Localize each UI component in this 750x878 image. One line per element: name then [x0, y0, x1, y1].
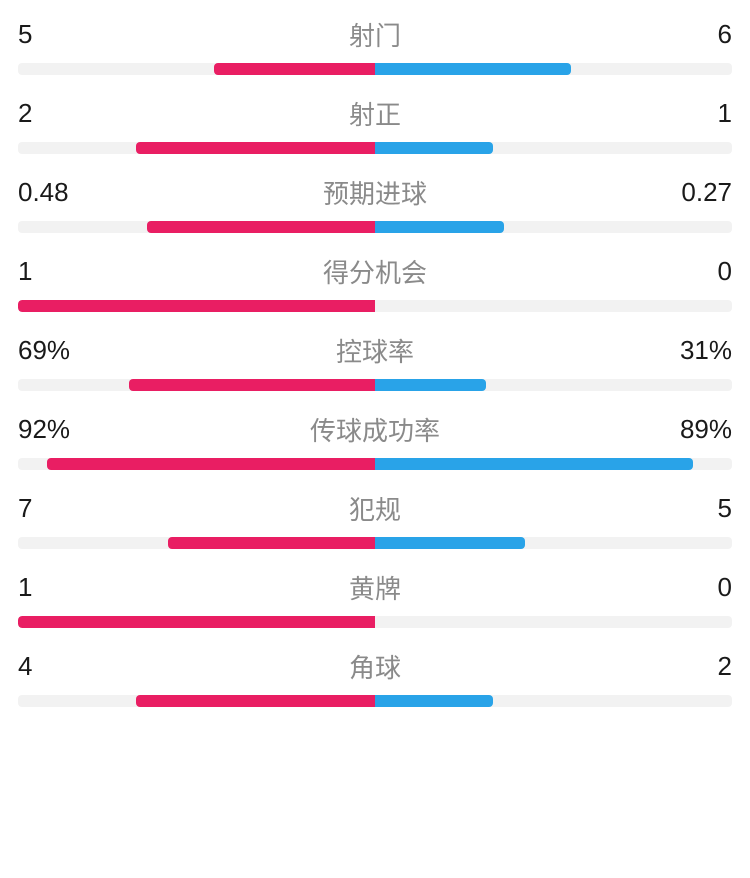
stat-bar-left-fill	[136, 142, 375, 154]
stat-header: 7犯规5	[18, 490, 732, 527]
stat-bar-left-fill	[147, 221, 375, 233]
stat-value-left: 69%	[18, 335, 70, 366]
stat-bar-left-half	[18, 616, 375, 628]
stat-bar-left-fill	[214, 63, 375, 75]
stat-label: 预期进球	[69, 174, 682, 211]
stat-value-right: 2	[718, 651, 732, 682]
stat-bar-left-fill	[18, 616, 375, 628]
stat-bar-track	[18, 142, 732, 154]
stat-bar-track	[18, 300, 732, 312]
stat-bar-right-half	[375, 379, 732, 391]
stat-bar-left-half	[18, 63, 375, 75]
stat-value-left: 2	[18, 98, 32, 129]
stat-label: 射正	[32, 95, 717, 132]
stat-header: 92%传球成功率89%	[18, 411, 732, 448]
stat-label: 得分机会	[32, 253, 717, 290]
stat-bar-track	[18, 458, 732, 470]
stat-bar-track	[18, 695, 732, 707]
stat-header: 1得分机会0	[18, 253, 732, 290]
stat-bar-left-half	[18, 379, 375, 391]
stat-row: 92%传球成功率89%	[18, 411, 732, 470]
stat-bar-left-half	[18, 300, 375, 312]
stat-value-right: 0	[718, 572, 732, 603]
stat-bar-track	[18, 221, 732, 233]
stat-value-right: 0.27	[681, 177, 732, 208]
stat-bar-track	[18, 616, 732, 628]
stat-bar-right-fill	[375, 537, 525, 549]
stat-row: 1得分机会0	[18, 253, 732, 312]
stat-bar-right-fill	[375, 142, 493, 154]
stat-label: 控球率	[70, 332, 680, 369]
stat-header: 1黄牌0	[18, 569, 732, 606]
stat-value-left: 7	[18, 493, 32, 524]
stat-value-right: 89%	[680, 414, 732, 445]
stat-row: 5射门6	[18, 16, 732, 75]
stat-value-left: 92%	[18, 414, 70, 445]
stat-label: 黄牌	[32, 569, 717, 606]
stats-comparison-list: 5射门62射正10.48预期进球0.271得分机会069%控球率31%92%传球…	[18, 16, 732, 707]
stat-row: 4角球2	[18, 648, 732, 707]
stat-bar-right-half	[375, 537, 732, 549]
stat-header: 5射门6	[18, 16, 732, 53]
stat-header: 2射正1	[18, 95, 732, 132]
stat-bar-right-half	[375, 63, 732, 75]
stat-bar-left-fill	[168, 537, 375, 549]
stat-bar-left-fill	[47, 458, 375, 470]
stat-row: 7犯规5	[18, 490, 732, 549]
stat-label: 传球成功率	[70, 411, 680, 448]
stat-bar-right-fill	[375, 63, 571, 75]
stat-bar-left-half	[18, 458, 375, 470]
stat-label: 犯规	[32, 490, 717, 527]
stat-bar-right-half	[375, 221, 732, 233]
stat-row: 69%控球率31%	[18, 332, 732, 391]
stat-value-right: 31%	[680, 335, 732, 366]
stat-bar-left-fill	[18, 300, 375, 312]
stat-bar-right-half	[375, 695, 732, 707]
stat-value-left: 5	[18, 19, 32, 50]
stat-value-left: 0.48	[18, 177, 69, 208]
stat-bar-track	[18, 379, 732, 391]
stat-label: 角球	[32, 648, 717, 685]
stat-value-left: 4	[18, 651, 32, 682]
stat-bar-right-half	[375, 458, 732, 470]
stat-header: 69%控球率31%	[18, 332, 732, 369]
stat-bar-right-fill	[375, 379, 486, 391]
stat-label: 射门	[32, 16, 717, 53]
stat-bar-right-half	[375, 616, 732, 628]
stat-value-left: 1	[18, 572, 32, 603]
stat-bar-right-fill	[375, 221, 504, 233]
stat-value-right: 1	[718, 98, 732, 129]
stat-bar-left-fill	[136, 695, 375, 707]
stat-value-right: 6	[718, 19, 732, 50]
stat-value-right: 5	[718, 493, 732, 524]
stat-value-right: 0	[718, 256, 732, 287]
stat-bar-left-half	[18, 695, 375, 707]
stat-bar-left-fill	[129, 379, 375, 391]
stat-row: 2射正1	[18, 95, 732, 154]
stat-bar-left-half	[18, 537, 375, 549]
stat-bar-right-fill	[375, 695, 493, 707]
stat-row: 0.48预期进球0.27	[18, 174, 732, 233]
stat-bar-right-half	[375, 142, 732, 154]
stat-header: 0.48预期进球0.27	[18, 174, 732, 211]
stat-value-left: 1	[18, 256, 32, 287]
stat-bar-right-half	[375, 300, 732, 312]
stat-bar-left-half	[18, 142, 375, 154]
stat-bar-track	[18, 537, 732, 549]
stat-bar-track	[18, 63, 732, 75]
stat-row: 1黄牌0	[18, 569, 732, 628]
stat-bar-left-half	[18, 221, 375, 233]
stat-bar-right-fill	[375, 458, 693, 470]
stat-header: 4角球2	[18, 648, 732, 685]
